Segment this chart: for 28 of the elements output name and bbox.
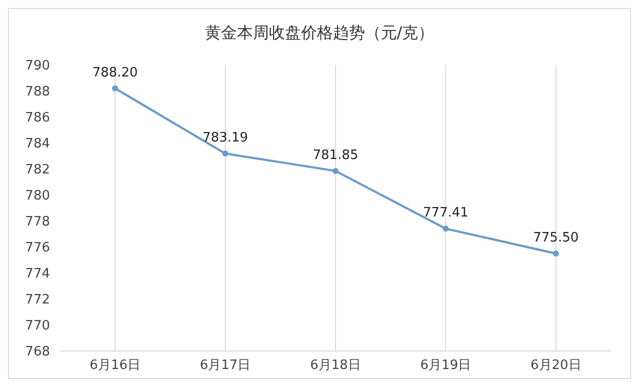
data-label: 781.85 xyxy=(312,148,358,163)
y-tick-label: 788 xyxy=(25,84,50,100)
x-tick-label: 6月20日 xyxy=(530,358,582,373)
data-label: 788.20 xyxy=(92,65,138,80)
chart-title: 黄金本周收盘价格趋势（元/克） xyxy=(204,23,434,42)
y-tick-label: 786 xyxy=(25,110,50,126)
point xyxy=(442,226,449,232)
y-tick-label: 780 xyxy=(25,188,50,204)
y-tick-label: 782 xyxy=(25,162,50,178)
data-label: 777.41 xyxy=(422,206,468,221)
y-tick-label: 778 xyxy=(25,214,50,230)
point xyxy=(332,168,338,174)
x-tick-label: 6月17日 xyxy=(200,358,251,373)
point xyxy=(552,250,559,256)
y-tick-label: 770 xyxy=(25,318,50,334)
data-label: 783.19 xyxy=(202,130,248,146)
y-tick-label: 774 xyxy=(25,266,50,282)
y-tick-label: 784 xyxy=(25,136,50,152)
y-tick-label: 768 xyxy=(25,344,50,360)
x-tick-label: 6月16日 xyxy=(90,358,141,373)
y-tick-label: 772 xyxy=(25,292,50,308)
data-label: 775.50 xyxy=(533,230,579,246)
y-tick-label: 790 xyxy=(25,58,50,74)
y-tick-label: 776 xyxy=(25,240,50,256)
point xyxy=(222,150,228,157)
x-tick-label: 6月19日 xyxy=(420,358,472,373)
x-tick-label: 6月18日 xyxy=(310,358,361,373)
point xyxy=(112,85,118,92)
